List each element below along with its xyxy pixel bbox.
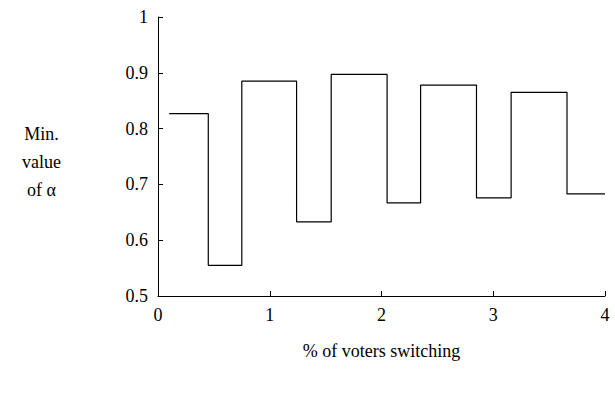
svg-text:1: 1 — [265, 305, 274, 325]
svg-text:4: 4 — [601, 305, 610, 325]
svg-text:0.8: 0.8 — [126, 119, 149, 139]
svg-text:of α: of α — [27, 180, 56, 200]
svg-text:3: 3 — [489, 305, 498, 325]
svg-text:1: 1 — [139, 7, 148, 27]
svg-text:0.7: 0.7 — [126, 174, 149, 194]
svg-text:Min.: Min. — [24, 124, 59, 144]
svg-text:2: 2 — [377, 305, 386, 325]
svg-text:% of voters switching: % of voters switching — [303, 341, 460, 361]
svg-text:0.5: 0.5 — [126, 286, 149, 306]
svg-text:0.6: 0.6 — [126, 230, 149, 250]
svg-text:value: value — [22, 152, 61, 172]
svg-text:0: 0 — [154, 305, 163, 325]
svg-text:0.9: 0.9 — [126, 63, 149, 83]
